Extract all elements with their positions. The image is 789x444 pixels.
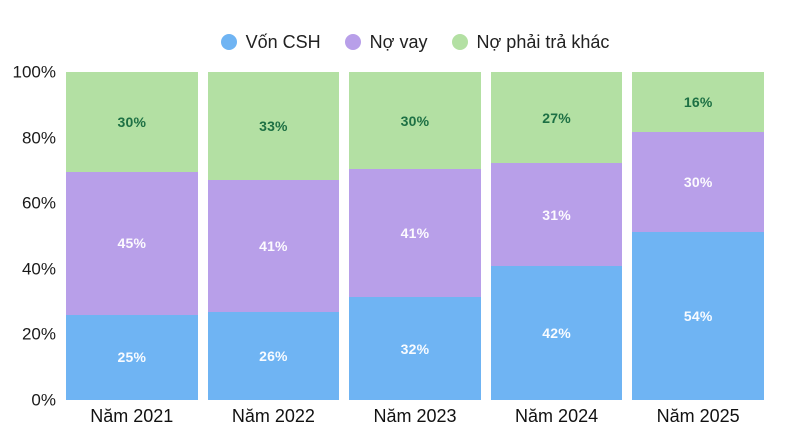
x-axis: Năm 2021 Năm 2022 Năm 2023 Năm 2024 Năm 2025	[66, 406, 764, 428]
bar-segment: 32%	[349, 297, 481, 400]
bar-column: 32% 41% 30%	[349, 72, 481, 400]
legend-label: Nợ phải trả khác	[476, 32, 610, 52]
bar-segment: 30%	[66, 72, 198, 172]
bar-segment-label: 25%	[117, 349, 147, 366]
bar-segment-label: 16%	[683, 93, 713, 110]
bar-segment: 30%	[632, 131, 764, 232]
bar-segment-label: 30%	[683, 173, 713, 190]
bar-segment-label: 41%	[259, 238, 288, 254]
y-tick-label: 100%	[12, 62, 56, 82]
bar-segment-label: 33%	[259, 118, 288, 135]
bar-segment: 30%	[349, 72, 481, 170]
bar-segment: 31%	[490, 163, 623, 266]
bar-segment-label: 42%	[542, 324, 571, 341]
legend-swatch-icon	[344, 34, 361, 50]
bar-column: 42% 31% 27%	[490, 72, 623, 400]
y-tick-label: 0%	[31, 390, 56, 410]
bar-segment: 25%	[66, 314, 198, 400]
bar-column: 25% 45% 30%	[66, 72, 198, 400]
x-tick-label: Năm 2023	[373, 406, 457, 426]
bar-segment-label: 45%	[117, 235, 147, 252]
legend-label: Vốn CSH	[245, 32, 321, 52]
bar-segment-label: 27%	[542, 109, 571, 126]
y-axis: 0% 20% 40% 60% 80% 100%	[0, 64, 56, 409]
legend-label: Nợ vay	[369, 32, 428, 52]
y-tick-label: 40%	[21, 259, 56, 279]
plot-area: 25% 45% 30% 26% 41% 33% 32% 41% 30% 42% 31% 27% 54% 3…	[66, 72, 764, 400]
x-tick-label: Năm 2024	[515, 406, 599, 426]
bar-column: 26% 41% 33%	[207, 72, 340, 400]
bar-segment-label: 30%	[400, 112, 430, 129]
bar-segment: 45%	[66, 171, 198, 315]
y-tick-label: 60%	[21, 193, 56, 213]
bar-segment: 16%	[632, 72, 764, 132]
bar-segment: 26%	[207, 311, 340, 400]
bar-segment-label: 32%	[400, 340, 430, 357]
x-tick-label: Năm 2025	[656, 406, 740, 426]
bar-column: 54% 30% 16%	[632, 72, 764, 400]
bar-segment-label: 30%	[117, 113, 147, 130]
x-tick-label: Năm 2022	[231, 406, 315, 426]
bar-segment: 27%	[490, 72, 623, 164]
bar-segment: 42%	[490, 265, 623, 400]
bar-segment-label: 31%	[542, 206, 571, 223]
bar-segment: 41%	[349, 169, 481, 298]
bar-segment: 41%	[207, 180, 340, 312]
legend-item: Nợ phải trả khác	[451, 32, 610, 52]
y-tick-label: 80%	[21, 128, 56, 148]
legend: Vốn CSH Nợ vay Nợ phải trả khác	[66, 30, 764, 54]
x-tick-label: Năm 2021	[90, 406, 174, 426]
bar-segment-label: 41%	[400, 225, 430, 242]
bar-segment-label: 54%	[683, 307, 713, 324]
legend-swatch-icon	[220, 34, 237, 50]
legend-item: Vốn CSH	[220, 32, 321, 52]
bar-segment-label: 26%	[259, 347, 288, 364]
legend-item: Nợ vay	[344, 32, 428, 52]
bar-segment: 54%	[632, 231, 764, 400]
bar-segment: 33%	[207, 72, 340, 181]
y-tick-label: 20%	[21, 324, 56, 344]
legend-swatch-icon	[451, 34, 468, 50]
